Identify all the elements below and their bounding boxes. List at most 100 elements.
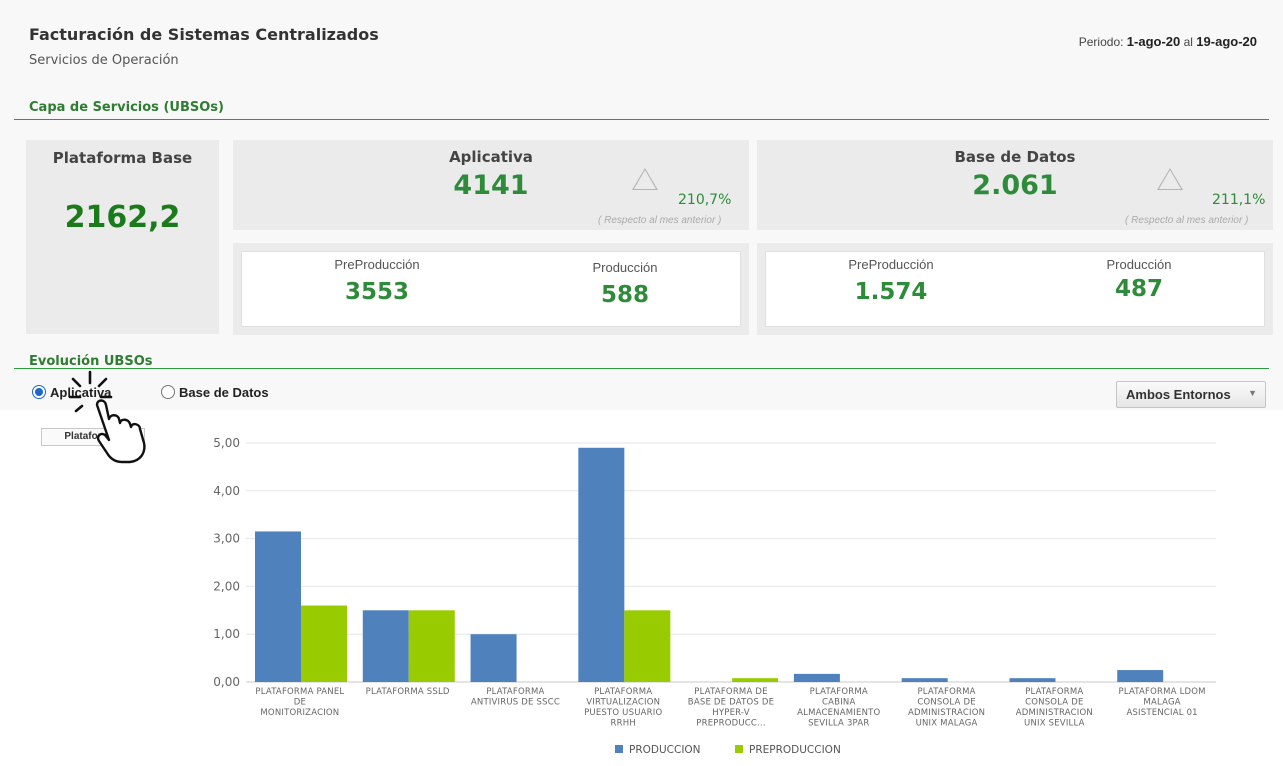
- card-aplicativa-value: 4141: [453, 170, 529, 201]
- x-category-label: PUESTO USUARIO: [584, 708, 662, 718]
- base-datos-prod-value: 487: [1114, 276, 1163, 302]
- bar-preproduccion-0[interactable]: [301, 605, 347, 682]
- trend-triangle-icon: [632, 168, 658, 190]
- bar-preproduccion-3[interactable]: [624, 610, 671, 682]
- page-title: Facturación de Sistemas Centralizados: [29, 25, 379, 44]
- x-category-label: PLATAFORMA: [1025, 687, 1083, 697]
- section-divider-capa: [14, 119, 1269, 120]
- card-aplicativa-label: Aplicativa: [449, 148, 533, 166]
- period-range: Periodo: 1-ago-20 al 19-ago-20: [1079, 34, 1257, 49]
- x-category-label: PLATAFORMA: [917, 687, 975, 697]
- y-tick-label: 4,00: [213, 484, 240, 498]
- x-category-label: CONSOLA DE: [1025, 698, 1083, 708]
- x-category-label: PLATAFORMA: [594, 687, 652, 697]
- bar-preproduccion-1[interactable]: [408, 610, 455, 682]
- x-category-label: PLATAFORMA: [810, 687, 868, 697]
- y-tick-label: 1,00: [213, 627, 240, 641]
- entorno-select-value[interactable]: Ambos Entornos: [1126, 387, 1231, 402]
- card-aplicativa-change: 210,7%: [678, 192, 732, 208]
- card-aplicativa-note: ( Respecto al mes anterior ): [598, 215, 722, 226]
- chevron-down-icon[interactable]: ▼: [1248, 388, 1257, 398]
- radio-base-datos-control[interactable]: [161, 385, 175, 399]
- legend-label-produccion[interactable]: PRODUCCION: [629, 744, 701, 756]
- radio-aplicativa[interactable]: Aplicativa: [32, 385, 111, 400]
- x-category-label: CABINA: [822, 698, 855, 708]
- y-tick-label: 2,00: [213, 579, 240, 593]
- period-label: Periodo:: [1078, 35, 1124, 49]
- x-category-label: ANTIVIRUS DE SSCC: [471, 698, 560, 708]
- aplicativa-prod-value: 588: [600, 282, 649, 308]
- x-category-label: ADMINISTRACION: [908, 708, 985, 718]
- bar-produccion-8[interactable]: [1117, 670, 1164, 682]
- radio-aplicativa-control[interactable]: [32, 385, 46, 399]
- legend-swatch: [615, 745, 623, 753]
- x-category-label: MALAGA: [1143, 698, 1180, 708]
- radio-aplicativa-label[interactable]: Aplicativa: [50, 385, 112, 400]
- radio-base-datos[interactable]: Base de Datos: [161, 385, 269, 400]
- x-category-label: DE: [294, 698, 306, 708]
- x-category-label: UNIX MALAGA: [916, 719, 978, 729]
- x-category-label: VIRTUALIZACION: [586, 698, 660, 708]
- x-category-label: PLATAFORMA LDOM: [1119, 687, 1206, 697]
- x-category-label: PLATAFORMA SSLD: [366, 687, 450, 697]
- card-base-datos-label: Base de Datos: [954, 148, 1076, 166]
- section-divider-evolucion: [14, 368, 1269, 369]
- x-category-label: PREPRODUCC...: [696, 719, 765, 729]
- bar-produccion-0[interactable]: [255, 531, 301, 682]
- legend-swatch: [735, 745, 743, 753]
- x-category-label: PLATAFORMA PANEL: [255, 687, 344, 697]
- bar-produccion-1[interactable]: [362, 610, 409, 682]
- bar-produccion-2[interactable]: [470, 634, 517, 682]
- hand-cursor-icon: [68, 370, 146, 464]
- y-tick-label: 5,00: [213, 436, 240, 450]
- trend-triangle-icon: [1157, 168, 1183, 190]
- period-separator: al: [1183, 35, 1193, 49]
- card-plataforma-base-label: Plataforma Base: [52, 149, 193, 167]
- x-category-label: HYPER-V: [712, 708, 749, 718]
- y-tick-label: 3,00: [213, 532, 240, 546]
- legend-label-preproduccion[interactable]: PREPRODUCCION: [749, 744, 841, 756]
- x-category-label: RRHH: [611, 719, 636, 729]
- y-tick-label: 0,00: [213, 675, 240, 689]
- bar-produccion-6[interactable]: [901, 678, 948, 682]
- bar-produccion-7[interactable]: [1009, 678, 1056, 682]
- x-category-label: ASISTENCIAL 01: [1126, 708, 1197, 718]
- card-plataforma-base: Plataforma Base 2162,2: [26, 140, 219, 334]
- x-category-label: ALMACENAMIENTO: [797, 708, 880, 718]
- base-datos-pre-value: 1.574: [854, 279, 928, 305]
- x-category-label: PLATAFORMA DE: [694, 687, 767, 697]
- base-datos-breakdown: PreProducción 1.574 Producción 487: [757, 243, 1273, 335]
- aplicativa-breakdown-panel: PreProducción 3553 Producción 588: [241, 251, 741, 327]
- base-datos-prod-label: Producción: [1106, 257, 1172, 272]
- card-base-datos: Base de Datos 2.061 211,1% ( Respecto al…: [757, 140, 1273, 230]
- period-from: 1-ago-20: [1126, 34, 1181, 49]
- card-base-datos-value: 2.061: [972, 170, 1058, 201]
- base-datos-breakdown-panel: PreProducción 1.574 Producción 487: [765, 251, 1265, 327]
- radio-base-datos-label[interactable]: Base de Datos: [179, 385, 269, 400]
- bar-preproduccion-4[interactable]: [732, 678, 779, 682]
- x-category-label: BASE DE DATOS DE: [688, 698, 774, 708]
- bar-produccion-5[interactable]: [793, 673, 840, 682]
- x-category-label: ADMINISTRACION: [1016, 708, 1093, 718]
- page-subtitle: Servicios de Operación: [29, 53, 179, 68]
- section-title-capa: Capa de Servicios (UBSOs): [29, 100, 224, 115]
- aplicativa-pre-label: PreProducción: [334, 257, 420, 272]
- x-category-label: UNIX SEVILLA: [1024, 719, 1085, 729]
- x-category-label: PLATAFORMA: [486, 687, 544, 697]
- card-base-datos-note: ( Respecto al mes anterior ): [1125, 215, 1249, 226]
- aplicativa-prod-label: Producción: [592, 260, 658, 275]
- card-aplicativa: Aplicativa 4141 210,7% ( Respecto al mes…: [233, 140, 749, 230]
- section-title-evolucion: Evolución UBSOs: [29, 354, 153, 369]
- aplicativa-pre-value: 3553: [344, 279, 409, 305]
- base-datos-pre-label: PreProducción: [848, 257, 934, 272]
- x-category-label: CONSOLA DE: [917, 698, 975, 708]
- bar-produccion-3[interactable]: [578, 447, 625, 682]
- card-base-datos-change: 211,1%: [1212, 192, 1266, 208]
- x-category-label: MONITORIZACION: [260, 708, 339, 718]
- x-category-label: SEVILLA 3PAR: [808, 719, 869, 729]
- aplicativa-breakdown: PreProducción 3553 Producción 588: [233, 243, 749, 335]
- card-plataforma-base-value: 2162,2: [64, 200, 181, 235]
- entorno-select[interactable]: Ambos Entornos ▼: [1116, 381, 1266, 408]
